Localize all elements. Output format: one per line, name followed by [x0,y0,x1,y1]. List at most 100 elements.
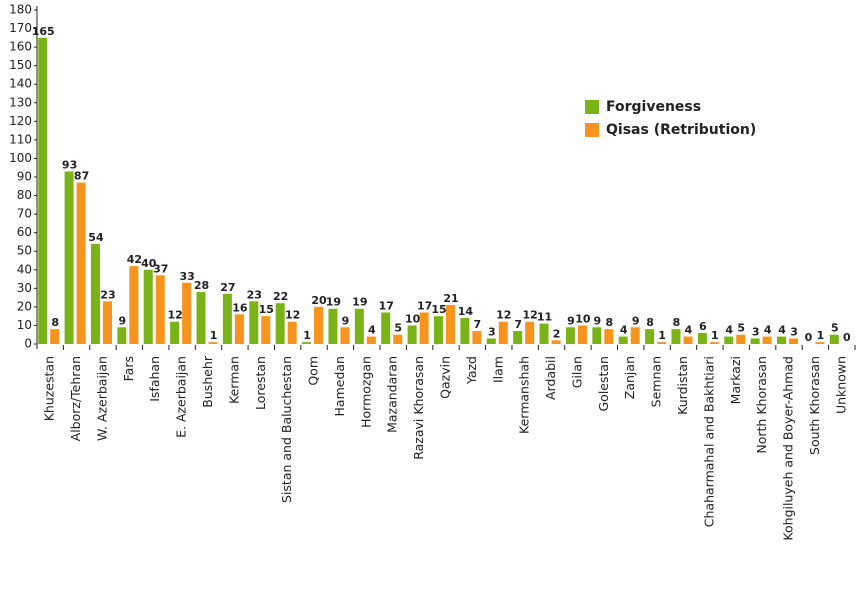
bar [407,325,417,344]
bar [697,332,707,344]
bar [366,336,376,344]
x-tick-label: Gilan [569,356,584,388]
x-tick-label: Isfahan [147,356,162,402]
value-label: 8 [673,316,681,329]
x-tick-label: Alborz/Tehran [68,356,83,441]
x-tick-label: Sistan and Baluchestan [279,356,294,503]
x-tick-label: Razavi Khorasan [411,356,426,460]
bar [657,342,667,344]
bar [630,327,640,344]
value-label: 8 [605,316,613,329]
value-label: 1 [817,329,825,342]
x-tick-label: Qazvin [438,356,453,399]
bar [275,303,285,344]
value-label: 8 [646,316,654,329]
bar [287,321,297,344]
bar [208,342,218,344]
bar [777,336,787,344]
bar [354,308,364,344]
value-label: 9 [119,314,127,327]
value-label: 23 [247,288,262,301]
bar [486,338,496,344]
value-label: 42 [127,253,142,266]
value-label: 4 [368,324,376,337]
bar [709,342,719,344]
y-tick-label: 70 [17,207,32,221]
value-label: 40 [141,257,157,270]
value-label: 7 [514,318,522,331]
value-label: 15 [431,303,446,316]
bar [525,321,535,344]
x-tick-label: Khuzestan [42,356,57,421]
value-label: 1 [303,329,311,342]
x-tick-label: Hamedan [332,356,347,416]
value-label: 10 [405,312,421,325]
bar [302,342,312,344]
bar [90,243,100,344]
y-tick-label: 110 [9,132,32,146]
value-label: 4 [725,324,733,337]
bar [460,318,470,344]
bar [50,329,60,344]
bar [815,342,825,344]
x-tick-label: Semnan [649,356,664,407]
value-label: 21 [443,292,458,305]
value-label: 12 [167,309,182,322]
y-tick-label: 0 [24,337,32,351]
legend-label: Forgiveness [606,99,701,115]
x-tick-label: Ardabil [543,356,558,400]
bar [472,331,482,344]
x-tick-label: Yazd [464,356,479,385]
bar [592,327,602,344]
x-tick-label: North Khorasan [754,356,769,454]
bar [38,37,48,344]
value-label: 0 [805,331,813,344]
bar [261,316,271,344]
bar [76,182,86,344]
value-label: 4 [764,324,772,337]
x-tick-label: Markazi [728,356,743,404]
bar [498,321,508,344]
x-tick-label: Bushehr [200,355,215,408]
x-tick-label: Chaharmahal and Bakhtiari [701,356,716,527]
y-tick-label: 100 [9,151,32,165]
y-tick-label: 130 [9,95,32,109]
bar [565,327,575,344]
x-tick-label: Hormozgan [358,356,373,428]
x-tick-label: South Khorasan [807,356,822,455]
bar [683,336,693,344]
x-tick-label: E. Azerbaijan [174,356,189,438]
bar [762,336,772,344]
x-tick-label: Kurdistan [675,356,690,415]
bar [117,327,127,344]
y-tick-label: 120 [9,114,32,128]
value-label: 5 [737,322,745,335]
y-tick-label: 150 [9,58,32,72]
value-label: 9 [342,314,350,327]
y-tick-label: 20 [17,299,32,313]
bar [249,301,259,344]
value-label: 17 [379,299,394,312]
value-label: 3 [752,325,760,338]
bar [551,340,561,344]
bar [381,312,391,344]
bar [419,312,429,344]
x-tick-label: Kermanshah [517,356,532,434]
value-label: 54 [88,231,104,244]
value-label: 19 [326,296,341,309]
value-label: 12 [285,309,300,322]
bar [129,266,139,344]
y-tick-label: 170 [9,21,32,35]
y-tick-label: 90 [17,170,32,184]
x-tick-label: Zanjan [622,356,637,399]
bar [434,316,443,344]
value-label: 2 [553,327,561,340]
y-tick-label: 80 [17,188,32,202]
value-label: 9 [632,314,640,327]
bar [539,323,549,344]
bar [750,338,760,344]
value-label: 0 [843,331,851,344]
bar [618,336,628,344]
bar [604,329,614,344]
value-label: 7 [474,318,482,331]
